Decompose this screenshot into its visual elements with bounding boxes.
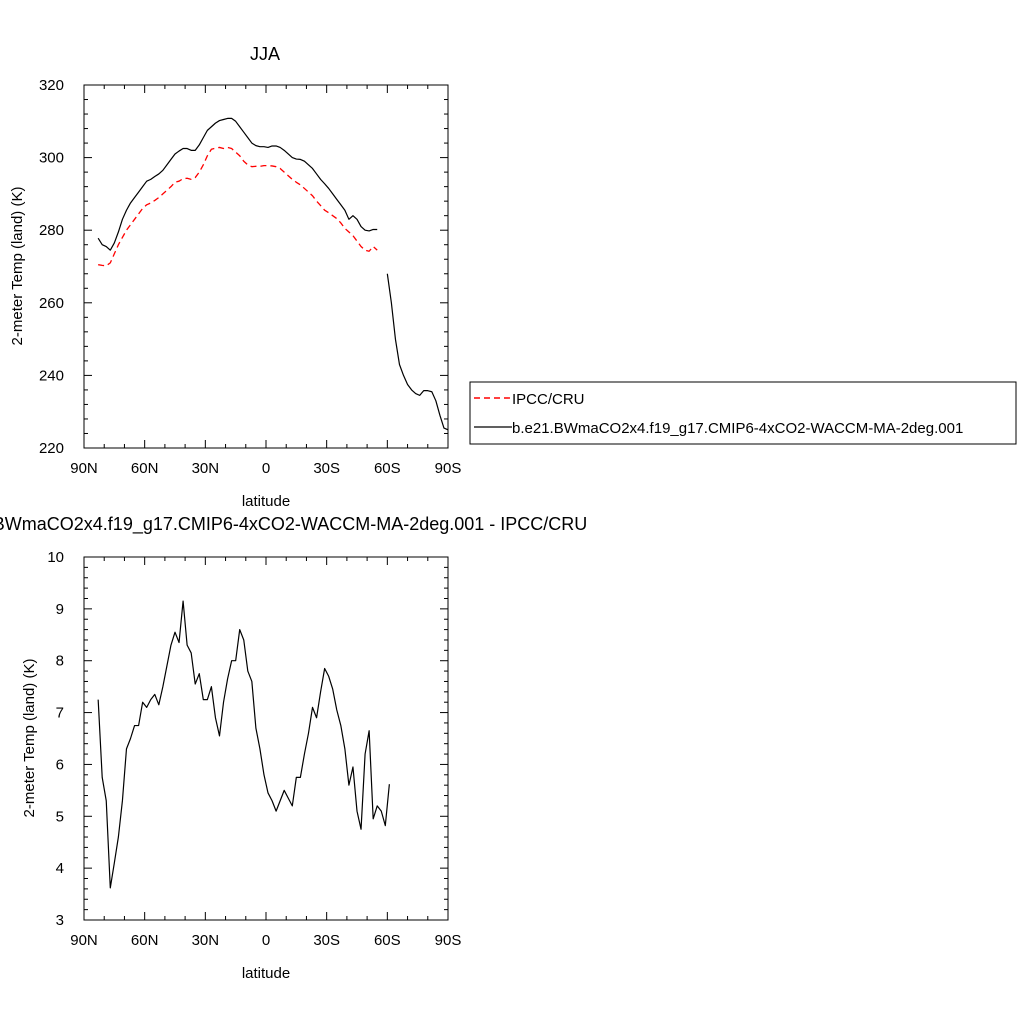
x-tick-label: 90S <box>435 932 462 949</box>
bottom-tick-marks <box>83 556 449 921</box>
bottom-series-lines <box>97 600 390 889</box>
x-tick-label: 60N <box>131 460 159 477</box>
x-tick-label: 90N <box>70 932 98 949</box>
x-tick-label: 30N <box>192 932 220 949</box>
series-line-1-segment-1 <box>386 273 449 431</box>
top-series-lines <box>97 117 449 431</box>
x-tick-label: 90S <box>435 460 462 477</box>
y-tick-label: 8 <box>56 653 64 670</box>
top-y-axis-title: 2-meter Temp (land) (K) <box>9 187 26 346</box>
x-tick-label: 30S <box>313 460 340 477</box>
series-line-0-segment-0 <box>98 146 378 267</box>
y-tick-label: 240 <box>39 367 64 384</box>
x-tick-label: 0 <box>262 932 270 949</box>
top-x-axis-title: latitude <box>242 493 290 510</box>
y-tick-label: 220 <box>39 440 64 457</box>
x-tick-label: 30N <box>192 460 220 477</box>
bottom-chart: b.e21.BWmaCO2x4.f19_g17.CMIP6-4xCO2-WACC… <box>0 514 587 982</box>
x-tick-label: 60N <box>131 932 159 949</box>
top-x-tick-labels: 90N 60N 30N 0 30S 60S 90S <box>70 460 461 477</box>
x-tick-label: 90N <box>70 460 98 477</box>
bottom-chart-title: b.e21.BWmaCO2x4.f19_g17.CMIP6-4xCO2-WACC… <box>0 514 587 535</box>
y-tick-label: 9 <box>56 601 64 618</box>
bottom-y-axis-title: 2-meter Temp (land) (K) <box>21 659 38 818</box>
bottom-x-tick-labels: 90N 60N 30N 0 30S 60S 90S <box>70 932 461 949</box>
y-tick-label: 4 <box>56 860 64 877</box>
legend-label-model: b.e21.BWmaCO2x4.f19_g17.CMIP6-4xCO2-WACC… <box>512 420 963 437</box>
top-legend: IPCC/CRU b.e21.BWmaCO2x4.f19_g17.CMIP6-4… <box>469 381 1017 445</box>
legend-box <box>469 381 1017 445</box>
top-y-tick-labels: 220 240 260 280 300 320 <box>39 77 64 457</box>
top-chart: JJA 90N 60N 30N 0 30S 60S 90S 220 240 260 280 300 3… <box>9 44 1017 510</box>
bottom-y-tick-labels: 3 4 5 6 7 8 9 10 <box>47 549 64 929</box>
y-tick-label: 320 <box>39 77 64 94</box>
y-tick-label: 10 <box>47 549 64 566</box>
bottom-x-axis-title: latitude <box>242 965 290 982</box>
y-tick-label: 300 <box>39 150 64 167</box>
top-plot-frame <box>83 84 449 449</box>
y-tick-label: 3 <box>56 912 64 929</box>
legend-label-ipcc: IPCC/CRU <box>512 391 585 408</box>
x-tick-label: 60S <box>374 932 401 949</box>
y-tick-label: 7 <box>56 705 64 722</box>
series-line-1-segment-0 <box>97 117 378 251</box>
x-tick-label: 0 <box>262 460 270 477</box>
y-tick-label: 260 <box>39 295 64 312</box>
x-tick-label: 30S <box>313 932 340 949</box>
y-tick-label: 6 <box>56 756 64 773</box>
top-chart-title: JJA <box>250 44 280 64</box>
top-tick-marks <box>83 84 449 449</box>
series-line-0-segment-0 <box>97 600 390 889</box>
x-tick-label: 60S <box>374 460 401 477</box>
bottom-plot-frame <box>83 556 449 921</box>
y-tick-label: 280 <box>39 222 64 239</box>
y-tick-label: 5 <box>56 808 64 825</box>
